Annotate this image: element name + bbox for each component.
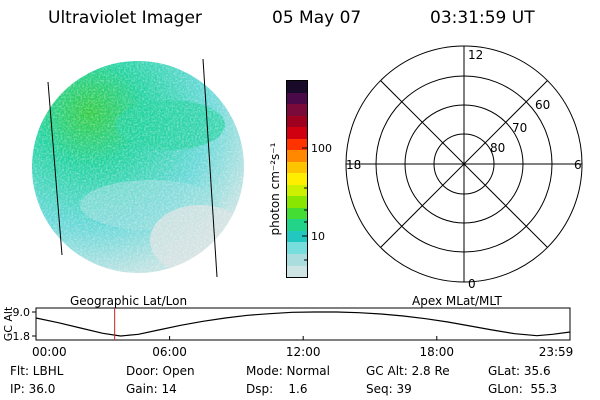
meridian-line-left [47,81,63,256]
colorbar-segment [287,104,307,116]
mlat-label-70: 70 [512,121,527,135]
colorbar-segment [287,173,307,185]
mlt-label-18: 18 [346,158,361,172]
colorbar-segment [287,81,307,93]
colorbar-tick-100: 100 [311,142,332,155]
colorbar-segment [287,196,307,208]
colorbar-segment [287,150,307,162]
polar-caption: Apex MLat/MLT [412,294,502,308]
gc-alt-curve [35,311,571,337]
status-mode: Mode: Normal [246,364,330,378]
date-label: 05 May 07 [272,8,362,28]
colorbar-segment [287,138,307,151]
status-dsp: Dsp: 1.6 [246,382,308,396]
status-ip: IP: 36.0 [10,382,56,396]
time-label: 03:31:59 UT [430,8,535,28]
mlat-label-80: 80 [490,141,505,155]
alt-xtick-label: 23:59 [539,345,574,359]
colorbar-segment [287,115,307,128]
status-flt: Flt: LBHL [10,364,64,378]
polar-diagonal-2 [380,80,548,248]
alt-ytick-9: 9.0 [13,306,31,319]
auroral-image [32,58,244,278]
mlat-label-60: 60 [535,98,550,112]
alt-xtick-label: 12:00 [286,345,321,359]
colorbar-segment [287,253,307,266]
alt-xtick-label: 00:00 [32,345,67,359]
colorbar-segment [287,127,307,139]
colorbar [286,80,308,278]
status-door: Door: Open [126,364,195,378]
mlt-label-12: 12 [468,48,483,62]
status-glon: GLon: 55.3 [488,382,558,396]
status-gain: Gain: 14 [126,382,177,396]
status-gc-alt: GC Alt: 2.8 Re [366,364,450,378]
colorbar-segment [287,207,307,220]
colorbar-segment [287,161,307,174]
colorbar-unit-label: photon cm⁻²s⁻¹ [268,142,282,236]
colorbar-segment [287,184,307,197]
colorbar-segment [287,242,307,254]
colorbar-segment [287,230,307,243]
polar-plot: 12 18 6 0 60 70 80 [345,45,583,291]
alt-xtick-label: 06:00 [152,345,187,359]
alt-xtick-label: 18:00 [419,345,454,359]
colorbar-tick-10: 10 [311,230,325,243]
meridian-line-right [202,58,218,278]
mlt-label-6: 6 [574,158,582,172]
colorbar-segment [287,92,307,105]
alt-ytick-1-8: 1.8 [13,330,31,343]
image-caption: Geographic Lat/Lon [70,294,188,308]
instrument-title: Ultraviolet Imager [48,8,202,28]
gc-alt-plot: 9.0 1.8 GC Alt 00:00 06:00 12:00 18:00 23:59 [2,306,574,359]
alt-ylabel: GC Alt [2,306,15,341]
mlt-label-0: 0 [468,277,476,291]
colorbar-segment [287,219,307,231]
disk-emission [32,61,244,273]
status-seq: Seq: 39 [366,382,412,396]
colorbar-ticks: 100 10 [302,142,332,261]
colorbar-segment [287,265,307,278]
status-glat: GLat: 35.6 [488,364,551,378]
